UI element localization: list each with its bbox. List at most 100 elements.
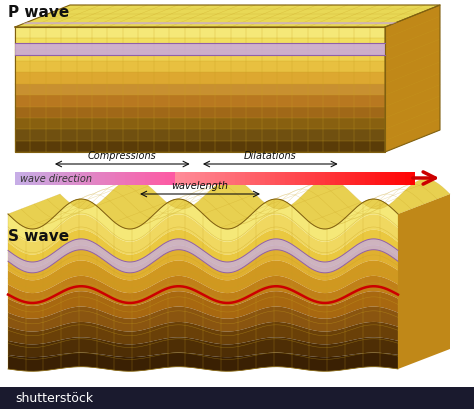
Polygon shape — [8, 307, 398, 332]
Polygon shape — [260, 172, 265, 185]
Polygon shape — [80, 172, 85, 185]
Polygon shape — [15, 96, 385, 107]
Polygon shape — [380, 172, 385, 185]
Polygon shape — [8, 245, 398, 281]
Polygon shape — [185, 172, 190, 185]
Polygon shape — [8, 180, 450, 229]
Polygon shape — [15, 119, 385, 130]
Polygon shape — [365, 172, 370, 185]
Polygon shape — [75, 172, 80, 185]
Polygon shape — [215, 172, 220, 185]
Polygon shape — [190, 172, 195, 185]
Polygon shape — [320, 172, 325, 185]
Polygon shape — [45, 172, 50, 185]
Polygon shape — [385, 172, 390, 185]
Polygon shape — [245, 172, 250, 185]
Polygon shape — [335, 172, 340, 185]
Polygon shape — [295, 172, 300, 185]
Polygon shape — [180, 172, 185, 185]
Polygon shape — [15, 141, 385, 153]
Polygon shape — [8, 276, 398, 306]
Text: P wave: P wave — [8, 5, 69, 20]
Polygon shape — [60, 172, 65, 185]
Polygon shape — [398, 195, 450, 369]
Polygon shape — [15, 39, 385, 51]
Text: shutterstöck: shutterstöck — [15, 391, 93, 405]
Polygon shape — [140, 172, 145, 185]
Text: S wave: S wave — [8, 229, 69, 244]
Polygon shape — [170, 172, 175, 185]
Polygon shape — [175, 172, 180, 185]
Polygon shape — [355, 172, 360, 185]
Polygon shape — [15, 51, 385, 62]
Polygon shape — [145, 172, 150, 185]
Text: wave direction: wave direction — [20, 173, 92, 184]
Polygon shape — [110, 172, 115, 185]
Text: Compressions: Compressions — [88, 151, 157, 161]
Polygon shape — [370, 172, 375, 185]
Polygon shape — [225, 172, 230, 185]
Polygon shape — [15, 85, 385, 96]
Polygon shape — [8, 239, 398, 273]
Polygon shape — [15, 73, 385, 85]
Polygon shape — [55, 172, 60, 185]
Polygon shape — [8, 200, 398, 242]
Polygon shape — [15, 44, 385, 55]
Polygon shape — [250, 172, 255, 185]
Polygon shape — [205, 172, 210, 185]
Polygon shape — [8, 261, 398, 293]
Polygon shape — [35, 172, 40, 185]
Polygon shape — [330, 172, 335, 185]
Polygon shape — [235, 172, 240, 185]
Polygon shape — [305, 172, 310, 185]
Polygon shape — [230, 172, 235, 185]
Polygon shape — [135, 172, 140, 185]
Polygon shape — [15, 172, 20, 185]
Polygon shape — [410, 172, 415, 185]
Polygon shape — [350, 172, 355, 185]
Polygon shape — [160, 172, 165, 185]
Polygon shape — [290, 172, 295, 185]
Polygon shape — [310, 172, 315, 185]
Polygon shape — [405, 172, 410, 185]
Polygon shape — [275, 172, 280, 185]
Polygon shape — [15, 62, 385, 73]
Polygon shape — [165, 172, 170, 185]
Polygon shape — [25, 172, 30, 185]
Polygon shape — [8, 337, 398, 357]
Polygon shape — [130, 172, 135, 185]
Polygon shape — [100, 172, 105, 185]
Polygon shape — [340, 172, 345, 185]
Polygon shape — [195, 172, 200, 185]
Polygon shape — [22, 23, 397, 25]
Polygon shape — [300, 172, 305, 185]
Polygon shape — [8, 353, 398, 371]
Text: wavelength: wavelength — [172, 180, 228, 191]
Polygon shape — [390, 172, 395, 185]
Polygon shape — [150, 172, 155, 185]
Polygon shape — [315, 172, 320, 185]
Polygon shape — [125, 172, 130, 185]
Polygon shape — [200, 172, 205, 185]
Polygon shape — [8, 230, 398, 268]
Polygon shape — [155, 172, 160, 185]
Polygon shape — [210, 172, 215, 185]
Polygon shape — [270, 172, 275, 185]
Polygon shape — [30, 172, 35, 185]
Polygon shape — [255, 172, 260, 185]
Polygon shape — [385, 6, 440, 153]
Polygon shape — [65, 172, 70, 185]
Polygon shape — [220, 172, 225, 185]
Polygon shape — [8, 215, 398, 255]
Polygon shape — [345, 172, 350, 185]
Polygon shape — [115, 172, 120, 185]
Polygon shape — [105, 172, 110, 185]
Polygon shape — [20, 172, 25, 185]
Polygon shape — [325, 172, 330, 185]
Polygon shape — [400, 172, 405, 185]
Polygon shape — [15, 28, 385, 39]
Polygon shape — [240, 172, 245, 185]
Text: Dilatations: Dilatations — [244, 151, 297, 161]
Polygon shape — [395, 172, 400, 185]
Polygon shape — [285, 172, 290, 185]
